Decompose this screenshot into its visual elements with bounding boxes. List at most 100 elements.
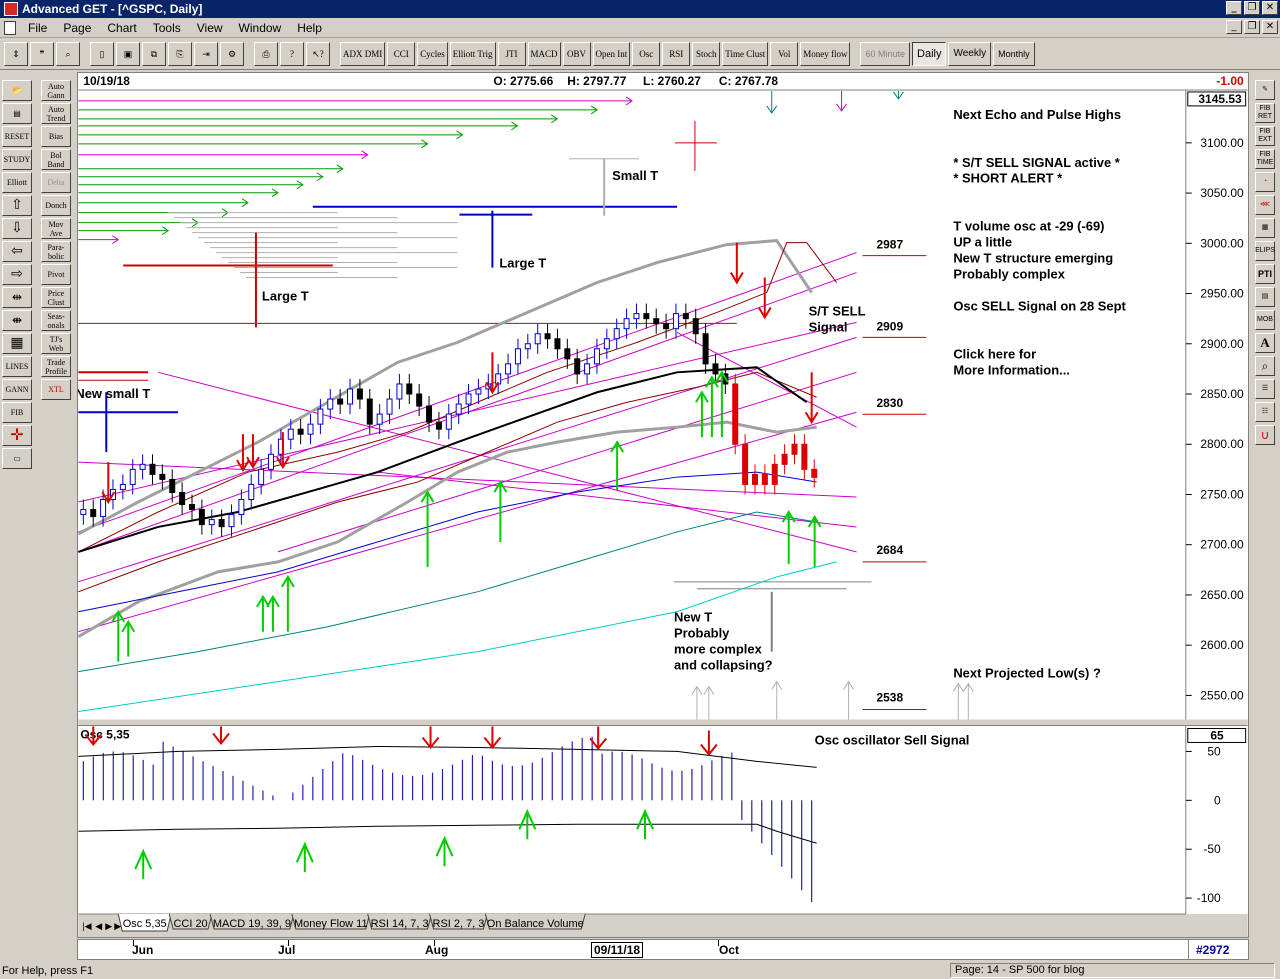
menu-chart[interactable]: Chart	[107, 20, 137, 35]
tab-osc-5-35[interactable]: Osc 5,35	[117, 913, 172, 932]
grid-icon[interactable]: ▦	[2, 333, 32, 354]
save-icon[interactable]: ▣	[116, 41, 140, 66]
more-info-link-2[interactable]: More Information...	[953, 362, 1070, 377]
tool-obv[interactable]: OBV	[562, 41, 591, 66]
mob-icon[interactable]: MOB	[1255, 310, 1275, 330]
doc-minimize-button[interactable]: _	[1226, 20, 1242, 34]
magnet-icon[interactable]: ∪	[1255, 425, 1275, 445]
help-icon[interactable]: ?	[280, 41, 304, 66]
fan-icon[interactable]: ◔	[1255, 172, 1275, 192]
minimize-button[interactable]: _	[1226, 1, 1242, 15]
tool-stoch[interactable]: Stoch	[692, 41, 721, 66]
tool-cci[interactable]: CCI	[387, 41, 416, 66]
arrow-left-icon[interactable]: ⇦	[2, 241, 32, 262]
study-icon[interactable]: STUDY	[2, 149, 32, 170]
tab-last-button[interactable]: ▶|	[114, 921, 123, 931]
cross-icon[interactable]: ✛	[2, 425, 32, 446]
tab-rsi-2-7-3[interactable]: RSI 2, 7, 3	[429, 913, 488, 930]
quote-icon[interactable]: ❞	[30, 41, 54, 66]
paste-icon[interactable]: ⎘	[168, 41, 192, 66]
chart-window[interactable]: 10/19/18 O: 2775.66 H: 2797.77 L: 2760.2…	[77, 72, 1249, 938]
pti-icon[interactable]: PTI	[1255, 264, 1275, 284]
menu-window[interactable]: Window	[238, 20, 282, 35]
expand-icon[interactable]: ⇹	[2, 287, 32, 308]
doc-close-button[interactable]: ✕	[1262, 20, 1278, 34]
fib-ret-icon[interactable]: FIB RET	[1255, 103, 1275, 123]
properties-icon[interactable]: ▭	[2, 448, 32, 469]
tool-seasonals[interactable]: Seas-onals	[41, 310, 71, 331]
list-icon[interactable]: ☰	[1255, 379, 1275, 399]
tool-time-clust[interactable]: Time Clust	[722, 41, 769, 66]
reset-icon[interactable]: RESET	[2, 126, 32, 147]
menu-view[interactable]: View	[196, 20, 223, 35]
compress-icon[interactable]: ⇼	[2, 310, 32, 331]
arrow-down-icon[interactable]: ⇩	[2, 218, 32, 239]
tab-cci-20[interactable]: CCI 20	[168, 913, 213, 930]
menu-tools[interactable]: Tools	[152, 20, 181, 35]
tool-parabolic[interactable]: Para-bolic	[41, 241, 71, 262]
page-icon[interactable]: ▤	[2, 103, 32, 124]
print-icon[interactable]: ⎙	[254, 41, 278, 66]
fib-time-icon[interactable]: FIB TIME	[1255, 149, 1275, 169]
settings-icon[interactable]: ⚙	[220, 41, 244, 66]
doc-restore-button[interactable]: ❐	[1244, 20, 1260, 34]
text-tool-icon[interactable]: A	[1255, 333, 1275, 353]
context-help-icon[interactable]: ↖?	[306, 41, 330, 66]
grid-icon[interactable]: ▦	[1255, 218, 1275, 238]
magnify-icon[interactable]: ⌕	[1255, 356, 1275, 376]
fib-ext-icon[interactable]: FIB EXT	[1255, 126, 1275, 146]
tool-macd[interactable]: MACD	[527, 41, 561, 66]
period-weekly[interactable]: Weekly	[948, 41, 992, 66]
period-daily[interactable]: Daily	[912, 41, 947, 66]
close-button[interactable]: ✕	[1262, 1, 1278, 15]
tool-bol-band[interactable]: Bol Band	[41, 149, 71, 170]
search-icon[interactable]: ⌕	[56, 41, 80, 66]
tool-pivot[interactable]: Pivot	[41, 264, 71, 285]
open-icon[interactable]: 📂	[2, 80, 32, 101]
menu-page[interactable]: Page	[63, 20, 92, 35]
export-icon[interactable]: ⇥	[194, 41, 218, 66]
grid2-icon[interactable]: ▤	[1255, 287, 1275, 307]
tool-vol[interactable]: Vol	[770, 41, 799, 66]
copy-icon[interactable]: ⧉	[142, 41, 166, 66]
tool-open-int[interactable]: Open Int	[592, 41, 631, 66]
tab-first-button[interactable]: |◀	[82, 921, 91, 931]
menu-file[interactable]: File	[28, 20, 48, 35]
tool-jti[interactable]: JTI	[497, 41, 526, 66]
tool-trade-profile[interactable]: Trade Profile	[41, 356, 71, 377]
period-monthly[interactable]: Monthly	[993, 41, 1035, 66]
tab-on-balance-volume[interactable]: On Balance Volume	[484, 913, 586, 930]
tool-rsi[interactable]: RSI	[662, 41, 691, 66]
tool-auto-gann[interactable]: Auto Gann	[41, 80, 71, 101]
arrow-up-icon[interactable]: ⇧	[2, 195, 32, 216]
new-page-icon[interactable]: ▯	[90, 41, 114, 66]
fib-icon[interactable]: FIB	[2, 402, 32, 423]
tool-price-clust[interactable]: Price Clust	[41, 287, 71, 308]
lines-icon[interactable]: LINES	[2, 356, 32, 377]
tool-money-flow[interactable]: Money flow	[800, 41, 851, 66]
elliott-icon[interactable]: Elliott	[2, 172, 32, 193]
tool-donch[interactable]: Donch	[41, 195, 71, 216]
tool-bias[interactable]: Bias	[41, 126, 71, 147]
tab-rsi-14-7-3[interactable]: RSI 14, 7, 3	[367, 913, 433, 930]
tool-mov-ave[interactable]: Mov Ave	[41, 218, 71, 239]
pin-icon[interactable]: ⇕	[4, 41, 28, 66]
fan-left-icon[interactable]: ⋘	[1255, 195, 1275, 215]
tab-next-button[interactable]: ▶	[105, 921, 112, 931]
pencil-icon[interactable]: ✎	[1255, 80, 1275, 100]
restore-button[interactable]: ❐	[1244, 1, 1260, 15]
document-icon[interactable]	[4, 20, 16, 35]
tool-tjs-web[interactable]: TJ's Web	[41, 333, 71, 354]
tool-elliott-trig[interactable]: Elliott Trig	[449, 41, 496, 66]
tab-prev-button[interactable]: ◀	[95, 921, 102, 931]
tab-money-flow-11[interactable]: Money Flow 11	[291, 913, 371, 930]
menu-help[interactable]: Help	[297, 20, 322, 35]
period-60-minute[interactable]: 60 Minute	[860, 41, 911, 66]
tool-cycles[interactable]: Cycles	[417, 41, 448, 66]
more-info-link[interactable]: Click here for	[953, 346, 1036, 361]
arrow-right-icon[interactable]: ⇨	[2, 264, 32, 285]
tool-osc[interactable]: Osc	[632, 41, 661, 66]
tab-macd-19-39-9[interactable]: MACD 19, 39, 9	[209, 913, 295, 930]
list2-icon[interactable]: ☷	[1255, 402, 1275, 422]
gann-icon[interactable]: GANN	[2, 379, 32, 400]
